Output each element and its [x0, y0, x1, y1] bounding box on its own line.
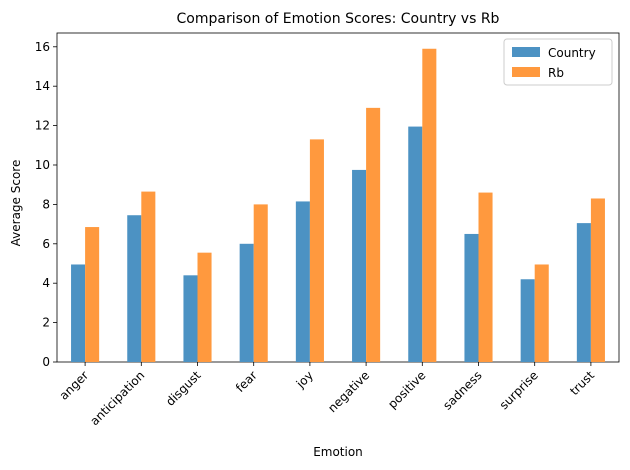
y-tick-label-14: 14 — [35, 79, 50, 93]
legend-label-country: Country — [548, 46, 596, 60]
y-tick-label-10: 10 — [35, 158, 50, 172]
bar-country-sadness — [464, 233, 479, 362]
x-tick-label-surprise: surprise — [497, 368, 541, 412]
y-axis-label: Average Score — [9, 160, 23, 247]
y-tick-label-2: 2 — [42, 316, 50, 330]
y-tick-label-0: 0 — [42, 355, 50, 369]
bar-country-joy — [295, 201, 310, 362]
x-tick-label-joy: joy — [293, 368, 316, 391]
bars — [71, 48, 605, 363]
y-tick-label-6: 6 — [42, 237, 50, 251]
bar-country-negative — [352, 169, 367, 362]
bar-rb-disgust — [197, 252, 212, 362]
bar-country-fear — [239, 243, 254, 362]
bar-rb-anticipation — [141, 191, 156, 362]
bar-country-trust — [576, 223, 591, 362]
bar-rb-fear — [253, 204, 268, 362]
plot-area — [56, 32, 620, 363]
y-tick-label-12: 12 — [35, 119, 50, 133]
x-tick-label-positive: positive — [385, 368, 428, 411]
y-tick-label-8: 8 — [42, 197, 50, 211]
legend-label-rb: Rb — [548, 66, 564, 80]
x-tick-label-anger: anger — [57, 368, 92, 403]
bar-rb-negative — [366, 107, 381, 362]
x-tick-label-fear: fear — [233, 368, 260, 395]
legend-swatch-country — [512, 47, 540, 57]
x-axis-label: Emotion — [313, 445, 363, 459]
plot-frame — [56, 32, 620, 363]
bar-rb-sadness — [478, 192, 493, 362]
bar-rb-surprise — [534, 264, 549, 362]
bar-country-anger — [71, 264, 86, 362]
bar-country-surprise — [520, 279, 535, 362]
bar-country-disgust — [183, 275, 198, 362]
bar-rb-anger — [85, 227, 100, 362]
x-tick-label-trust: trust — [567, 368, 597, 398]
y-axis: 0 2 4 6 8 10 12 14 16 — [35, 40, 57, 369]
bar-country-anticipation — [127, 215, 142, 362]
legend: Country Rb — [503, 38, 613, 86]
y-tick-label-4: 4 — [42, 276, 50, 290]
x-tick-label-sadness: sadness — [440, 368, 484, 412]
x-tick-label-negative: negative — [325, 368, 372, 415]
x-tick-label-disgust: disgust — [163, 368, 204, 409]
bar-country-positive — [408, 126, 423, 362]
x-tick-label-anticipation: anticipation — [87, 368, 147, 428]
y-tick-label-16: 16 — [35, 40, 50, 54]
legend-swatch-rb — [512, 67, 540, 77]
bar-rb-joy — [309, 139, 324, 362]
bar-rb-trust — [590, 198, 605, 362]
bar-rb-positive — [422, 48, 437, 363]
chart-title: Comparison of Emotion Scores: Country vs… — [177, 11, 500, 27]
